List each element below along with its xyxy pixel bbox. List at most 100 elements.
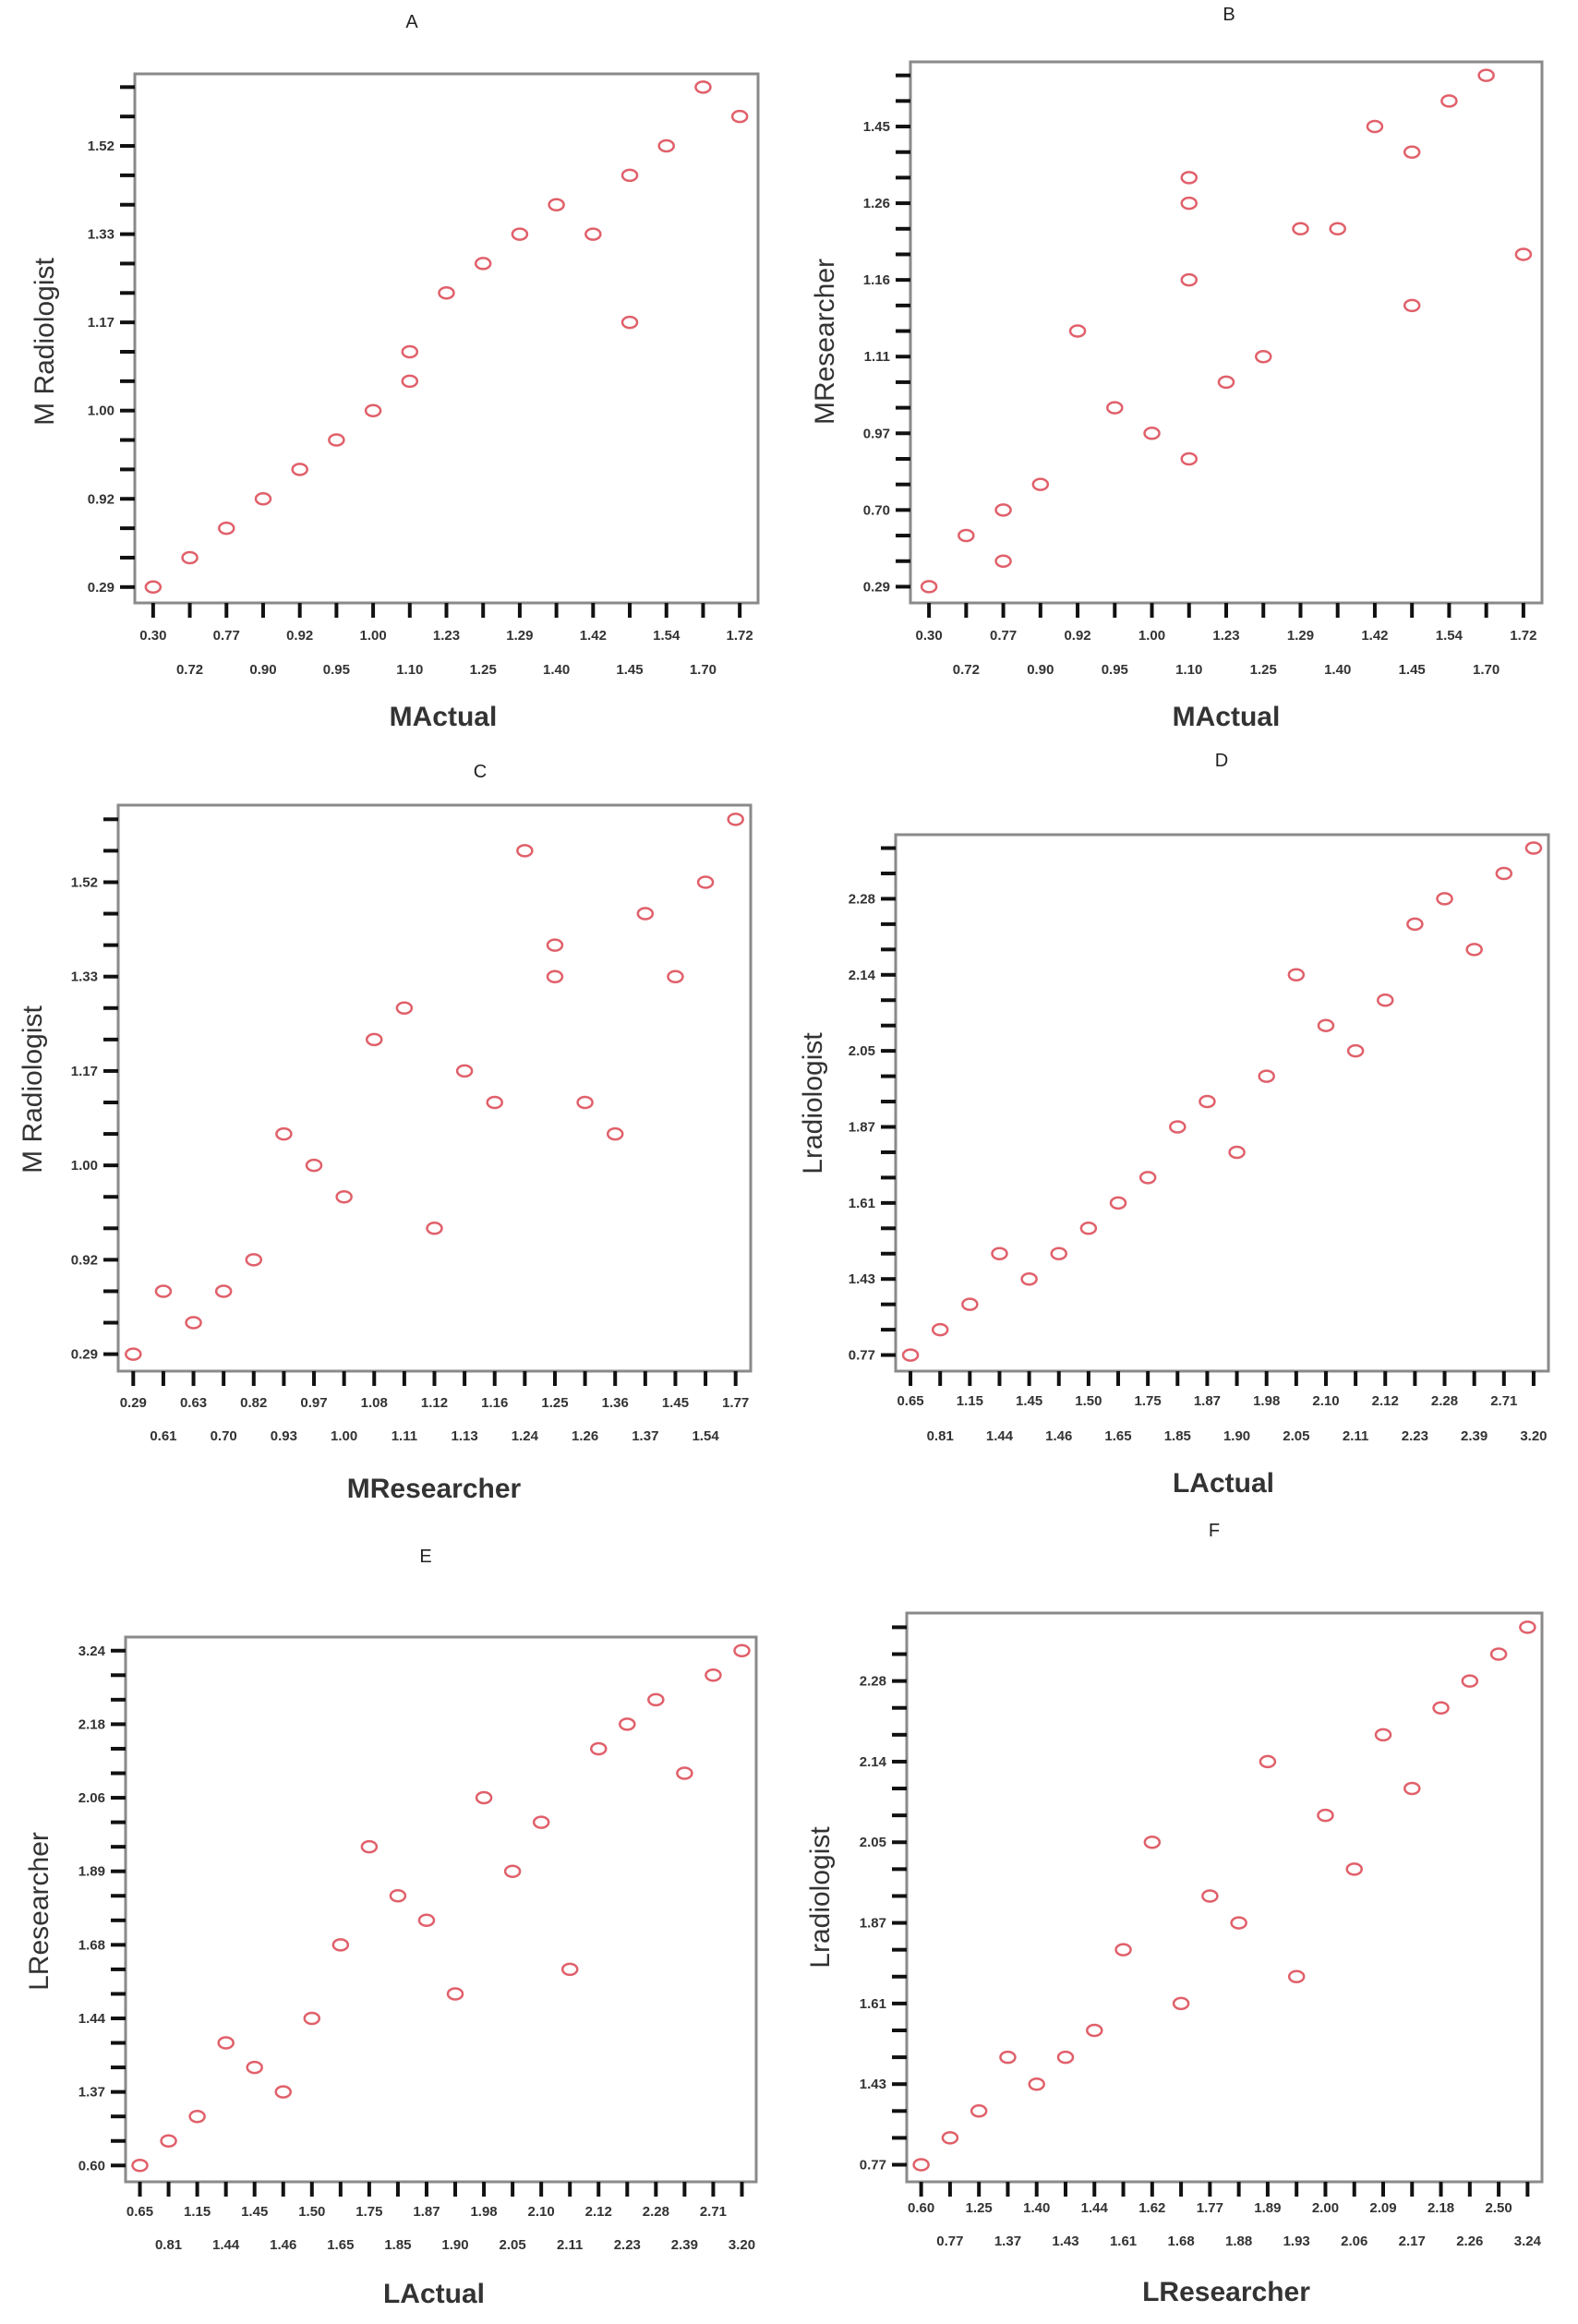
y-tick-label: 2.05: [849, 1043, 875, 1059]
x-tick-label: 0.95: [323, 662, 350, 678]
data-point: [1258, 1069, 1275, 1083]
data-point: [958, 528, 975, 543]
x-tick-label: 2.09: [1369, 2200, 1396, 2216]
x-tick-label: 1.93: [1283, 2234, 1310, 2249]
data-point: [696, 875, 715, 889]
x-tick-label: 1.25: [1250, 662, 1277, 678]
x-tick-label: 2.17: [1399, 2234, 1426, 2249]
data-point: [188, 2109, 206, 2124]
x-tick-label: 0.82: [240, 1395, 267, 1411]
data-point: [1329, 222, 1346, 236]
data-point: [1366, 119, 1384, 134]
x-tick-label: 2.18: [1427, 2200, 1454, 2216]
data-point: [1169, 1120, 1187, 1134]
y-tick-label: 1.43: [860, 2077, 886, 2092]
data-point: [181, 550, 199, 565]
x-tick-label: 1.25: [966, 2200, 993, 2216]
y-tick-label: 1.26: [863, 196, 890, 211]
data-point: [546, 938, 564, 952]
x-tick-label: 1.44: [986, 1428, 1014, 1444]
x-tick-label: 1.72: [727, 628, 753, 644]
x-tick-label: 1.42: [1361, 628, 1388, 644]
y-tick-label: 1.43: [849, 1271, 875, 1287]
data-point: [730, 109, 749, 124]
y-tick-label: 0.29: [71, 1347, 98, 1363]
x-tick-label: 1.88: [1225, 2234, 1252, 2249]
data-point: [1106, 401, 1124, 415]
data-point: [584, 227, 602, 241]
x-tick-label: 1.25: [470, 662, 497, 678]
x-tick-label: 1.98: [470, 2204, 497, 2220]
data-point: [291, 463, 308, 476]
x-tick-label: 2.23: [614, 2237, 641, 2253]
y-tick-label: 1.68: [78, 1937, 105, 1953]
y-tick-label: 0.70: [863, 502, 890, 518]
data-point: [395, 1001, 414, 1016]
x-tick-label: 1.90: [1223, 1428, 1250, 1444]
y-tick-label: 0.92: [71, 1252, 98, 1268]
y-axis-title: M Radiologist: [18, 1005, 48, 1173]
data-point: [1440, 94, 1458, 108]
x-tick-label: 1.25: [541, 1395, 568, 1411]
data-point: [733, 1644, 751, 1657]
data-point: [1524, 841, 1543, 855]
x-tick-label: 1.10: [1175, 662, 1202, 678]
data-point: [606, 1126, 624, 1141]
x-tick-label: 1.44: [212, 2237, 240, 2253]
x-tick-label: 1.65: [1104, 1428, 1131, 1444]
data-point: [694, 80, 712, 94]
x-tick-label: 1.65: [327, 2237, 354, 2253]
x-tick-label: 2.10: [528, 2204, 555, 2220]
x-tick-label: 1.70: [1473, 662, 1500, 678]
y-tick-label: 1.87: [860, 1916, 886, 1932]
data-point: [1519, 1620, 1536, 1634]
y-tick-label: 1.33: [88, 227, 114, 243]
data-point: [657, 138, 675, 153]
data-point: [1374, 1728, 1392, 1742]
x-tick-label: 1.72: [1510, 628, 1536, 644]
x-tick-label: 1.11: [391, 1428, 417, 1444]
data-point: [619, 1717, 636, 1731]
data-point: [727, 813, 744, 826]
data-point: [667, 969, 684, 983]
data-point: [245, 1253, 263, 1267]
data-point: [999, 2050, 1017, 2065]
y-tick-label: 0.29: [88, 580, 114, 596]
data-point: [941, 2131, 959, 2145]
x-tick-label: 2.28: [643, 2204, 669, 2220]
data-point: [1020, 1271, 1038, 1286]
x-tick-label: 0.70: [211, 1428, 237, 1444]
data-point: [144, 580, 163, 595]
data-point: [1180, 272, 1199, 287]
data-point: [1031, 477, 1050, 491]
x-tick-label: 2.05: [1283, 1428, 1309, 1444]
data-point: [1292, 222, 1309, 236]
x-tick-label: 1.40: [543, 662, 570, 678]
x-tick-label: 1.45: [1399, 662, 1426, 678]
x-tick-label: 1.75: [1135, 1393, 1162, 1409]
x-tick-label: 2.12: [585, 2204, 612, 2220]
x-tick-label: 2.71: [1490, 1393, 1517, 1409]
x-tick-label: 0.93: [271, 1428, 297, 1444]
panel-title: E: [419, 1547, 431, 1567]
x-tick-label: 0.77: [990, 628, 1017, 644]
data-point: [328, 433, 345, 447]
x-tick-label: 1.40: [1023, 2200, 1050, 2216]
data-point: [366, 1032, 383, 1047]
data-point: [305, 1158, 323, 1173]
data-point: [275, 1126, 293, 1141]
data-point: [1180, 196, 1199, 211]
data-point: [1254, 349, 1272, 364]
x-tick-label: 0.61: [150, 1428, 176, 1444]
y-tick-label: 1.17: [71, 1064, 98, 1079]
data-point: [1477, 68, 1495, 82]
data-point: [401, 344, 419, 359]
x-tick-label: 3.20: [1520, 1428, 1547, 1444]
y-tick-label: 1.45: [863, 119, 890, 135]
y-tick-label: 1.89: [78, 1864, 105, 1880]
data-point: [994, 503, 1012, 517]
data-point: [1068, 324, 1087, 338]
y-tick-label: 1.87: [849, 1119, 875, 1135]
x-tick-label: 2.50: [1485, 2200, 1512, 2216]
y-tick-label: 0.77: [860, 2158, 886, 2173]
